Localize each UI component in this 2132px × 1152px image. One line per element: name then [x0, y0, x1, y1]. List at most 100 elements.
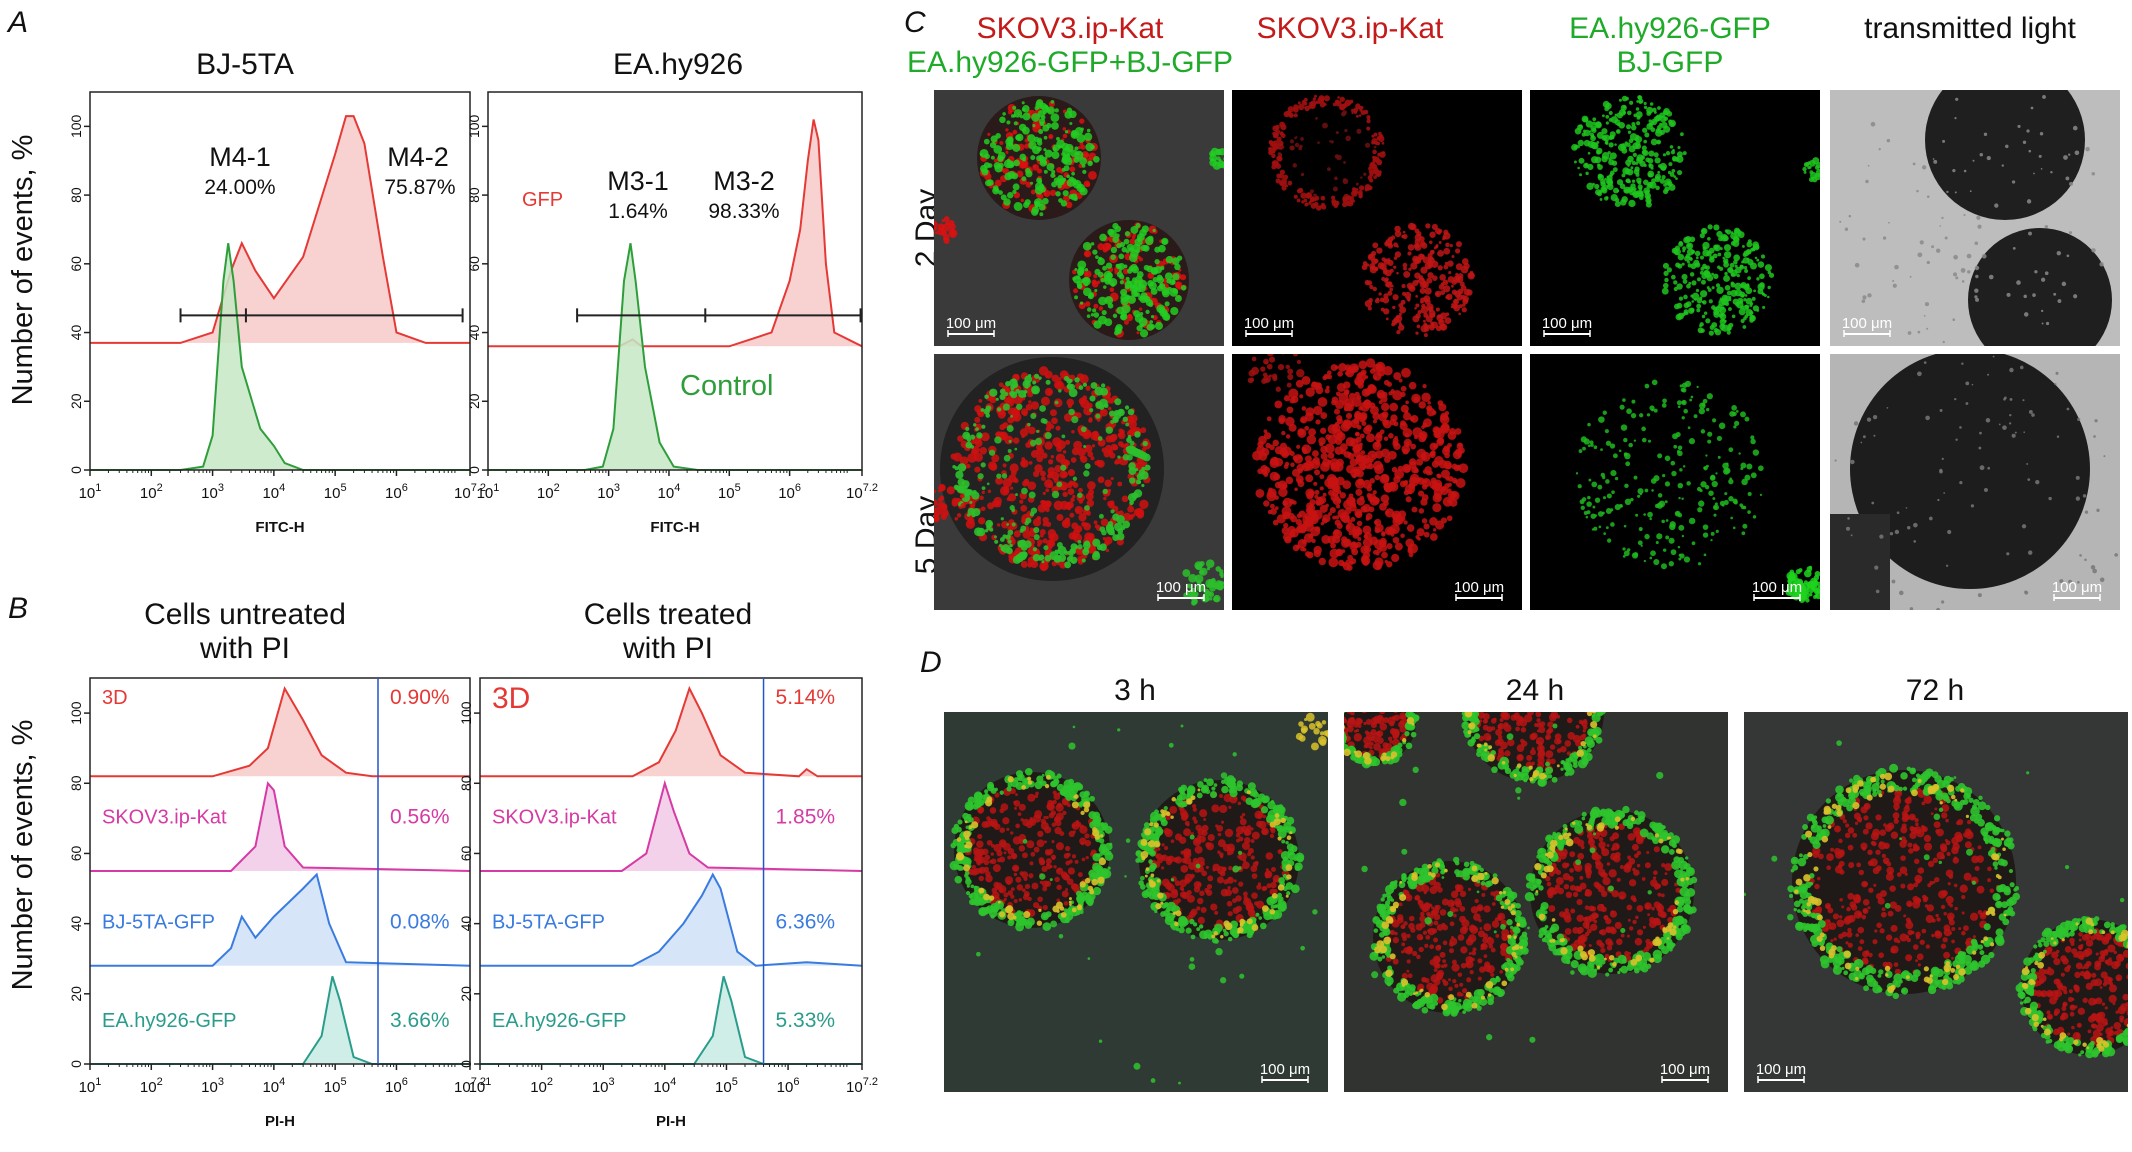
green-cell: [1089, 408, 1094, 413]
green-cell: [1161, 289, 1170, 298]
red-cell: [1281, 145, 1285, 149]
red-cell: [1015, 823, 1021, 829]
green-cell: [1605, 508, 1612, 514]
green-cell: [1668, 537, 1675, 544]
green-cell: [1005, 534, 1011, 540]
red-cell: [1408, 284, 1416, 292]
red-cell: [993, 496, 1002, 506]
green-cell: [1101, 847, 1110, 856]
green-cell: [1079, 909, 1084, 915]
red-cell: [1120, 443, 1125, 448]
red-cell: [1305, 507, 1311, 513]
red-cell: [1341, 201, 1348, 208]
debris: [1955, 97, 1959, 101]
yellow-cell: [1099, 834, 1104, 838]
green-cell: [1681, 262, 1685, 266]
green-cell: [1718, 236, 1723, 242]
red-cell: [1283, 532, 1292, 542]
red-cell: [1050, 533, 1059, 542]
green-cell: [1723, 275, 1730, 282]
yellow-cell: [1080, 810, 1085, 816]
red-cell: [1135, 507, 1145, 518]
red-cell: [987, 132, 991, 136]
red-cell: [1383, 379, 1390, 386]
green-cell: [1653, 475, 1660, 482]
red-cell: [1365, 513, 1373, 520]
green-cell: [1679, 468, 1683, 472]
green-cell: [1614, 143, 1617, 146]
green-cell: [1056, 773, 1062, 779]
red-cell: [1006, 827, 1010, 831]
green-cell: [1695, 256, 1699, 260]
green-cell: [1591, 128, 1597, 134]
green-cell: [1609, 152, 1617, 160]
green-cell: [1662, 262, 1670, 269]
red-cell: [1351, 108, 1355, 113]
red-cell: [1056, 884, 1062, 891]
red-cell: [999, 887, 1004, 893]
red-cell: [1398, 322, 1403, 326]
debris: [1974, 265, 1980, 271]
green-cell: [1696, 303, 1702, 309]
red-cell: [1446, 515, 1453, 522]
red-cell: [1430, 312, 1436, 318]
green-cell: [983, 408, 990, 415]
panel-b-left-row-pct-3: 3.66%: [390, 1009, 450, 1032]
red-cell: [1443, 460, 1452, 470]
red-cell: [1044, 441, 1053, 450]
red-cell: [1057, 868, 1061, 872]
green-cell: [1009, 162, 1015, 168]
gate-m4-1-name: M4-1: [209, 142, 271, 172]
green-cell: [1586, 501, 1592, 507]
green-cell: [1602, 496, 1607, 500]
green-cell: [973, 423, 977, 427]
red-cell: [1018, 845, 1026, 852]
red-cell: [1376, 552, 1380, 556]
green-cell: [1651, 489, 1654, 492]
green-cell: [1043, 545, 1049, 551]
red-cell: [1030, 401, 1040, 410]
green-cell: [960, 839, 965, 845]
green-cell: [1628, 442, 1633, 448]
debris: [2001, 164, 2004, 167]
red-cell: [1445, 242, 1450, 248]
debris: [1867, 164, 1870, 167]
red-cell: [1046, 802, 1055, 811]
panel-b-left-xtick-label: 104: [262, 1076, 285, 1096]
green-cell: [1079, 187, 1088, 196]
red-cell: [970, 448, 978, 456]
green-cell: [1601, 128, 1608, 135]
panel-c-col4-header: transmitted light: [1864, 12, 2076, 45]
green-cell: [1146, 323, 1154, 331]
red-cell: [1431, 460, 1440, 468]
red-cell: [1323, 95, 1330, 102]
green-cell: [1013, 159, 1020, 167]
yellow-cell: [1074, 794, 1079, 799]
red-cell: [1418, 401, 1426, 409]
red-cell: [1356, 371, 1367, 382]
green-cell: [1666, 180, 1671, 185]
red-cell: [1012, 129, 1018, 135]
green-cell: [1127, 408, 1135, 416]
debris: [1850, 459, 1855, 465]
red-cell: [1026, 840, 1035, 849]
red-cell: [1077, 448, 1086, 457]
green-cell: [1121, 304, 1131, 314]
red-cell: [1414, 238, 1421, 245]
red-cell: [1288, 423, 1297, 432]
yellow-cell: [1021, 785, 1026, 790]
red-cell: [1332, 496, 1342, 505]
green-cell: [1741, 260, 1745, 264]
green-cell: [1708, 330, 1714, 336]
red-cell: [1091, 444, 1096, 448]
green-cell: [1024, 767, 1033, 776]
red-cell: [1387, 290, 1393, 296]
red-cell: [1285, 110, 1292, 117]
green-cell: [1707, 439, 1712, 444]
red-cell: [978, 875, 984, 882]
green-cell: [1623, 550, 1630, 557]
red-cell: [1043, 840, 1047, 844]
red-cell: [1329, 548, 1340, 559]
red-cell: [1007, 855, 1012, 860]
